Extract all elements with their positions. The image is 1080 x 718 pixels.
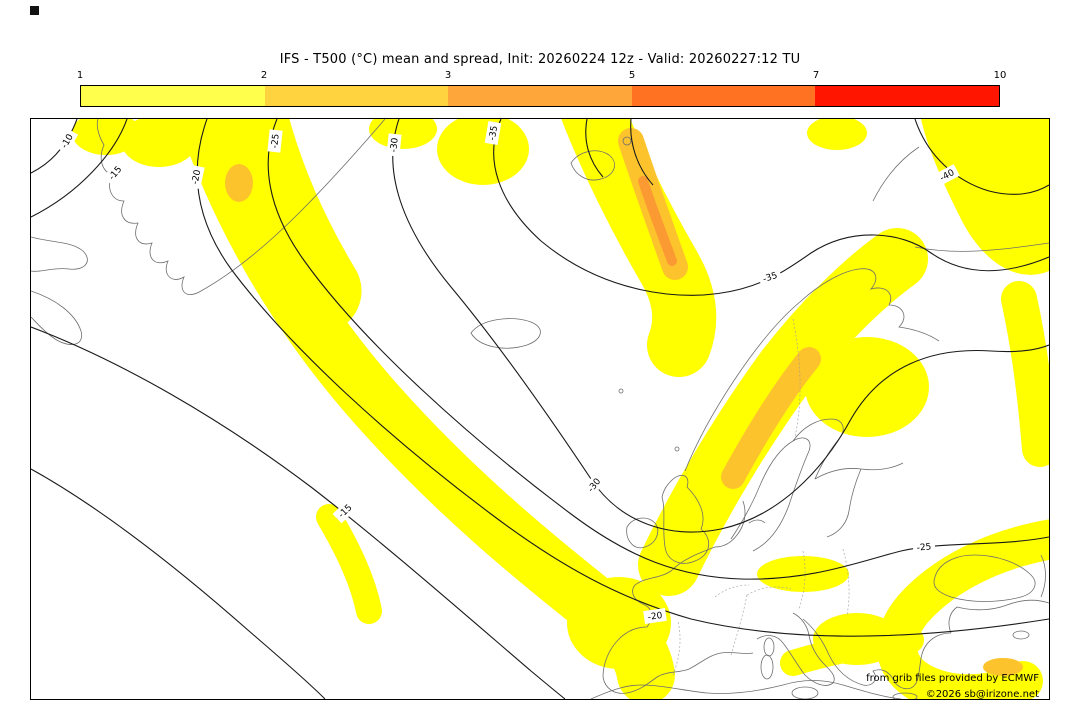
contour-label: -15 [102,160,128,186]
spread-patch-biscay [567,577,671,669]
contour-label: -20 [643,608,667,624]
great-britain-coastline [661,474,709,564]
caspian-coastline [1040,554,1046,598]
denmark-coastline [714,500,766,548]
spread-core-max [638,176,677,266]
colorbar-tick: 2 [260,70,268,81]
svg-text:-35: -35 [762,271,779,285]
faroe-islands [618,388,624,394]
contour-labels-layer: -10 -15 -20 -25 -30 -35 -40 -35 -30 -25 … [55,121,960,624]
spread-patch [121,119,197,167]
spread-patch [316,504,382,624]
ireland-coastline [626,517,659,549]
sicily-coastline [791,686,819,699]
contour-minor [585,119,604,178]
colorbar-tick: 3 [444,70,452,81]
credits: from grib files provided by ECMWF ©2026 … [866,673,1039,699]
spread-patch-central-europe [757,556,849,592]
turkey-coastline [948,599,1049,634]
contour-label: -25 [912,539,936,555]
contour-label: -25 [267,129,283,153]
spread-patch-scandinavia [805,337,929,437]
contour-minus30 [392,119,1049,533]
west-europe-coastline [602,546,754,694]
colorbar-segment-7-10 [815,86,999,106]
spread-patch [369,119,437,149]
cyprus-coastline [1012,630,1030,640]
colorbar-segment-5-7 [631,86,816,106]
spread-patch [437,119,529,185]
svg-text:-25: -25 [270,133,281,149]
country-borders-layer [672,318,850,676]
sweden-coastline [730,437,811,552]
contour-label: -35 [757,267,783,287]
colorbar-segment-3-5 [448,86,632,106]
corner-mark [30,6,39,15]
contour-minus25 [267,119,1049,580]
spread-patch-top-right [915,119,1049,275]
novaya-zemlya-coastline [872,146,920,202]
contour-minus40 [914,119,1049,195]
balkans-greece-coastline [802,618,952,690]
iceland-coastline [470,318,541,349]
gulf-of-finland-coastline [814,462,904,538]
spread-patch [807,119,867,150]
spread-swirl-mediterranean [877,519,1049,699]
colorbar: 1 2 3 5 7 10 [76,70,1007,107]
contour-minus20 [196,119,1049,637]
contour-layer [31,119,1049,699]
north-africa-coastline [590,680,902,699]
svg-text:-20: -20 [647,611,663,623]
contour-minor [630,119,654,186]
colorbar-tick: 7 [812,70,820,81]
country-borders [672,318,850,676]
norway-coastline [684,268,940,472]
baffin-coastline [31,290,83,345]
contour-label: -35 [484,121,502,145]
spread-band-east [1001,281,1049,467]
credit-line-source: from grib files provided by ECMWF [866,673,1039,684]
colorbar-tick: 1 [76,70,84,81]
spread-core-norway [721,347,821,489]
colorbar-bar [80,85,1000,107]
map-svg: -10 -15 -20 -25 -30 -35 -40 -35 -30 -25 … [31,119,1049,699]
svg-text:-25: -25 [916,542,932,553]
contour-label: -20 [187,164,205,190]
colorbar-segment-1-2 [81,86,265,106]
arctic-russia-coastline [914,242,1049,252]
spread-core-east-med [983,658,1023,676]
spread-band-atlantic [177,119,675,699]
black-sea-coastline [933,554,1036,602]
contour-minus15-nw [31,119,128,218]
contour-minus15-sw [31,326,566,699]
colorbar-segment-2-3 [264,86,449,106]
chart-title: IFS - T500 (°C) mean and spread, Init: 2… [279,52,801,67]
colorbar-tick: 5 [628,70,636,81]
colorbar-tick: 10 [993,70,1007,81]
contour-minor-sw [31,468,326,699]
colorbar-ticks: 1 2 3 5 7 10 [76,70,1007,85]
canada-coastline [31,236,88,272]
spread-core-greenland [225,164,253,202]
corsica-coastline [763,637,775,657]
svg-text:-20: -20 [191,169,204,186]
map-frame: -10 -15 -20 -25 -30 -35 -40 -35 -30 -25 … [30,118,1050,700]
contour-minus10 [31,119,78,174]
spread-patch [813,613,901,665]
spread-shading-layer [72,119,1049,699]
sardinia-coastline [760,654,774,680]
shetland-islands [674,446,680,452]
crete-coastline [892,692,918,699]
coastlines-layer [31,119,1049,699]
arctic-island [622,136,632,146]
svg-text:-35: -35 [488,125,500,141]
svg-text:-30: -30 [389,137,401,153]
credit-line-copyright: ©2026 sb@irizone.net [926,689,1039,699]
contour-label: -30 [386,133,402,157]
